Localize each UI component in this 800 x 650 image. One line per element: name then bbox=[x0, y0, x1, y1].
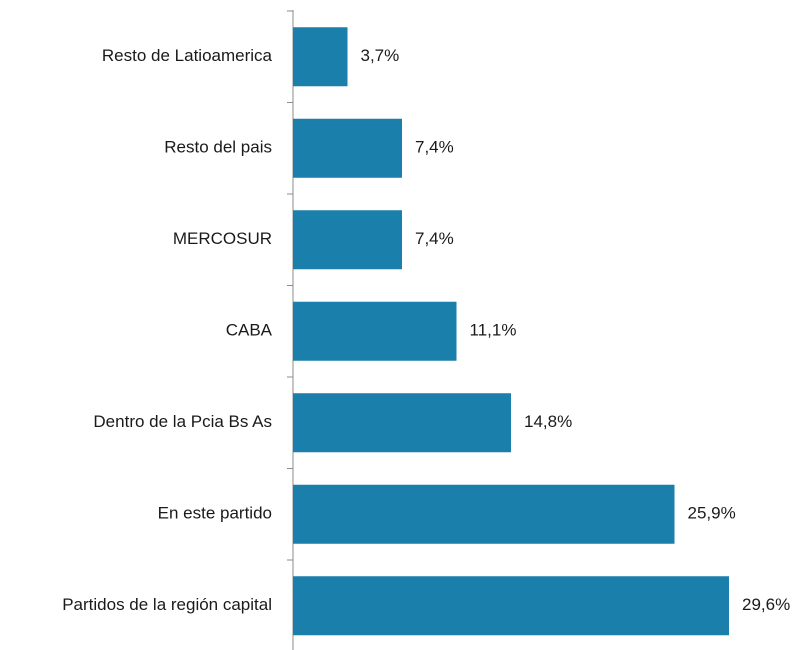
value-label: 11,1% bbox=[470, 321, 517, 340]
category-label: MERCOSUR bbox=[173, 229, 272, 248]
bar bbox=[293, 301, 457, 361]
value-label: 7,4% bbox=[415, 138, 454, 157]
value-label: 14,8% bbox=[524, 412, 572, 431]
value-label: 29,6% bbox=[742, 595, 790, 614]
category-label: Resto del pais bbox=[164, 138, 272, 157]
category-label: Resto de Latioamerica bbox=[102, 46, 273, 65]
category-label: En este partido bbox=[158, 504, 272, 523]
bar bbox=[293, 576, 729, 636]
category-label: Partidos de la región capital bbox=[62, 595, 272, 614]
bar bbox=[293, 484, 675, 544]
value-label: 25,9% bbox=[688, 504, 736, 523]
category-label: CABA bbox=[226, 321, 273, 340]
value-label: 7,4% bbox=[415, 229, 454, 248]
bar bbox=[293, 118, 402, 178]
bar bbox=[293, 210, 402, 270]
bar bbox=[293, 393, 511, 453]
value-label: 3,7% bbox=[361, 46, 400, 65]
bar bbox=[293, 27, 348, 87]
category-label: Dentro de la Pcia Bs As bbox=[93, 412, 272, 431]
